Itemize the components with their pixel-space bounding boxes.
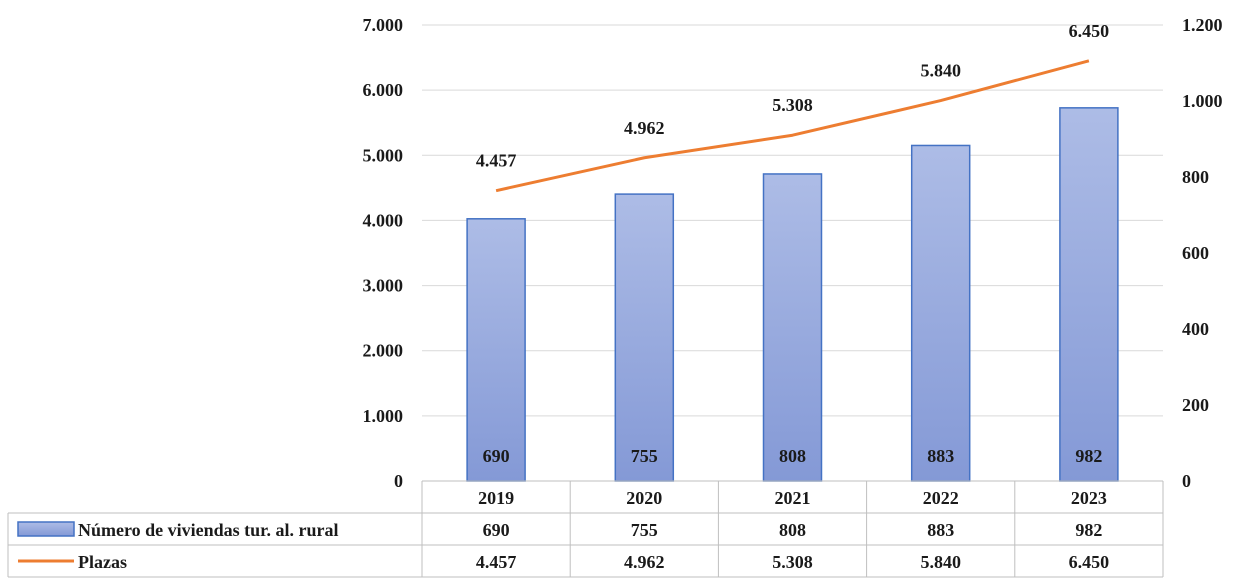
line-series: 4.457 4.962 5.308 5.840 6.450 (476, 21, 1110, 193)
right-tick-label: 200 (1182, 395, 1209, 415)
left-tick-label: 0 (394, 471, 403, 491)
category-label: 2020 (626, 488, 662, 508)
table-cell-viviendas: 883 (927, 520, 954, 540)
right-y-axis: 0 200 400 600 800 1.000 1.200 (1182, 15, 1223, 491)
category-label: 2022 (923, 488, 959, 508)
bar (1059, 107, 1119, 482)
line-series-name: Plazas (78, 552, 127, 572)
table-cell-viviendas: 690 (483, 520, 510, 540)
left-tick-label: 1.000 (363, 406, 404, 426)
category-label: 2019 (478, 488, 514, 508)
right-tick-label: 0 (1182, 471, 1191, 491)
bar-series: 690 755 808 883 982 (466, 107, 1119, 482)
right-tick-label: 800 (1182, 167, 1209, 187)
line-value-label: 5.840 (920, 61, 961, 81)
data-table: 2019 2020 2021 2022 2023 Número de viviendas … (7, 480, 1164, 578)
bar (910, 144, 971, 482)
bar (466, 218, 526, 482)
left-tick-label: 7.000 (363, 15, 404, 35)
table-cell-viviendas: 808 (779, 520, 806, 540)
bar (762, 173, 823, 482)
plazas-line (495, 59, 1090, 193)
table-cell-plazas: 6.450 (1069, 552, 1110, 572)
category-label: 2023 (1071, 488, 1107, 508)
table-cell-plazas: 4.457 (476, 552, 517, 572)
right-tick-label: 400 (1182, 319, 1209, 339)
table-cell-viviendas: 755 (631, 520, 658, 540)
left-tick-label: 5.000 (363, 145, 404, 165)
bar-legend-key (17, 521, 75, 537)
line-value-label: 4.962 (624, 118, 665, 138)
right-tick-label: 1.000 (1182, 91, 1223, 111)
left-tick-label: 6.000 (363, 80, 404, 100)
line-value-label: 4.457 (476, 151, 517, 171)
left-tick-label: 4.000 (363, 210, 404, 230)
line-value-label: 6.450 (1069, 21, 1110, 41)
table-cell-viviendas: 982 (1075, 520, 1102, 540)
table-cell-plazas: 5.840 (920, 552, 961, 572)
table-cell-plazas: 5.308 (772, 552, 813, 572)
bar-series-name: Número de viviendas tur. al. rural (78, 520, 339, 540)
bar-value-label: 808 (779, 446, 806, 466)
table-cell-plazas: 4.962 (624, 552, 665, 572)
right-tick-label: 1.200 (1182, 15, 1223, 35)
line-value-label: 5.308 (772, 95, 813, 115)
left-tick-label: 3.000 (363, 276, 404, 296)
bar-value-label: 883 (927, 446, 954, 466)
left-y-axis: 0 1.000 2.000 3.000 4.000 5.000 6.000 7.000 (363, 15, 404, 491)
right-tick-label: 600 (1182, 243, 1209, 263)
bar-value-label: 982 (1075, 446, 1102, 466)
bar (614, 193, 675, 482)
bar-value-label: 690 (483, 446, 510, 466)
bar-value-label: 755 (631, 446, 658, 466)
category-label: 2021 (775, 488, 811, 508)
left-tick-label: 2.000 (363, 341, 404, 361)
